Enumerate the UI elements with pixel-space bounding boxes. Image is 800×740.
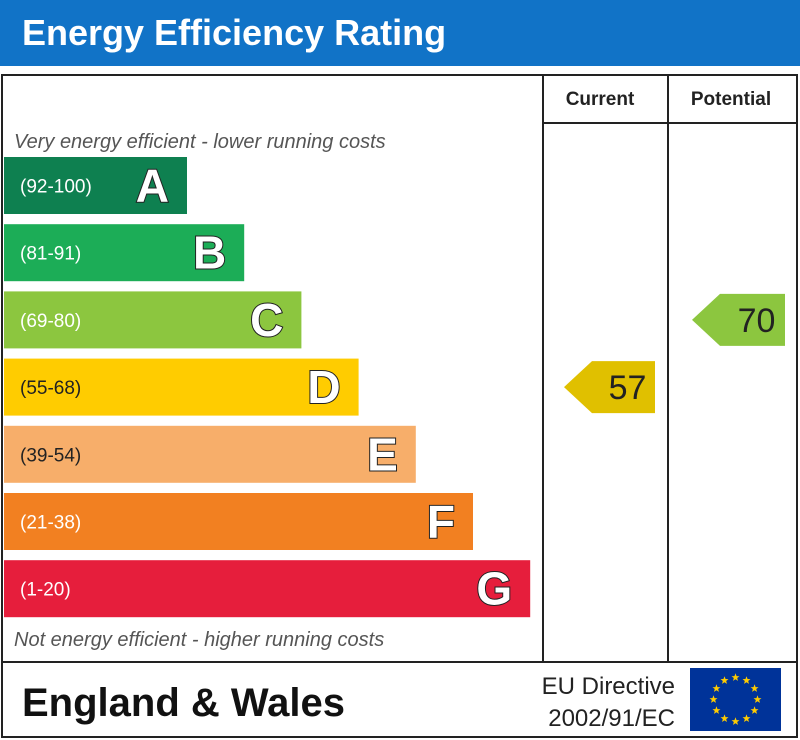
column-header-potential: Potential — [691, 89, 771, 110]
potential-rating-arrow-shape — [692, 293, 785, 346]
potential-rating-arrow-value: 70 — [738, 302, 776, 340]
band-bar — [4, 157, 187, 214]
band-bar — [4, 291, 302, 349]
note-top: Very energy efficient - lower running co… — [14, 131, 386, 153]
band-d: (55-68) D — [4, 358, 359, 416]
flag-star — [750, 706, 759, 714]
eu-flag-icon — [690, 668, 781, 731]
flag-star — [712, 684, 721, 692]
band-f: (21-38) F — [4, 493, 473, 550]
band-bar — [4, 493, 473, 550]
band-range-label: (21-38) — [20, 513, 81, 534]
chart-frame — [1, 74, 798, 738]
flag-star — [742, 714, 751, 722]
band-bar — [4, 224, 245, 282]
flag-star — [753, 695, 762, 703]
current-rating-arrow-value: 57 — [609, 369, 647, 407]
flag-star — [709, 695, 718, 703]
band-range-label: (81-91) — [20, 244, 81, 265]
flag-star — [731, 673, 740, 681]
band-b: (81-91) B — [4, 224, 245, 282]
flag-star — [731, 717, 740, 725]
column-header-current: Current — [566, 89, 635, 110]
band-letter: G — [476, 563, 512, 615]
current-rating-arrow-shape — [564, 361, 655, 414]
band-bar — [4, 425, 416, 483]
band-range-label: (69-80) — [20, 311, 81, 332]
band-bar — [4, 560, 531, 618]
directive-line-1: EU Directive — [542, 673, 675, 700]
band-bar — [4, 358, 359, 416]
band-range-label: (39-54) — [20, 445, 81, 466]
band-letter: A — [136, 160, 169, 212]
flag-star — [720, 676, 729, 684]
band-c: (69-80) C — [4, 291, 302, 349]
current-rating-arrow: 57 — [564, 361, 655, 414]
band-letter: F — [427, 496, 455, 548]
title-bar: Energy Efficiency Rating — [0, 0, 800, 66]
band-range-label: (1-20) — [20, 580, 71, 601]
page-title: Energy Efficiency Rating — [22, 12, 447, 53]
rating-arrows: 57 70 — [564, 293, 785, 414]
band-e: (39-54) E — [4, 425, 416, 483]
band-range-label: (55-68) — [20, 378, 81, 399]
flag-star — [720, 714, 729, 722]
note-bottom: Not energy efficient - higher running co… — [14, 629, 384, 651]
flag-star — [712, 706, 721, 714]
band-a: (92-100) A — [4, 157, 187, 214]
potential-rating-arrow: 70 — [692, 293, 785, 346]
band-g: (1-20) G — [4, 560, 531, 618]
band-letter: D — [307, 361, 340, 413]
band-range-label: (92-100) — [20, 177, 92, 198]
band-letter: C — [250, 294, 283, 346]
flag-star — [750, 684, 759, 692]
region-label: England & Wales — [22, 681, 345, 725]
directive-line-2: 2002/91/EC — [548, 705, 675, 732]
band-letter: B — [193, 227, 226, 279]
flag-star — [742, 676, 751, 684]
band-letter: E — [367, 428, 398, 480]
rating-bands: (92-100) A (81-91) B (69-80) C (55-68) D (39-54)… — [4, 157, 531, 618]
